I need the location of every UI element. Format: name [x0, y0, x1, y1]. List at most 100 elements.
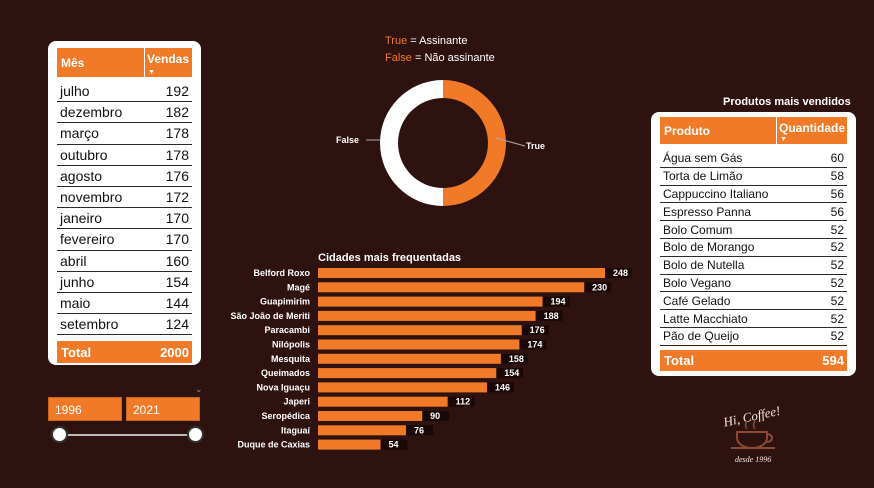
table-row[interactable]: dezembro 182	[57, 102, 192, 124]
product-cell: Latte Macchiato	[663, 311, 748, 326]
bar[interactable]	[318, 339, 520, 350]
cities-bar-chart: Belford Roxo 248 Magé 230 Guapimirim 194 São J…	[230, 268, 632, 450]
donut-label-true-leader	[495, 137, 526, 147]
products-table-total-row: Total 594	[660, 349, 847, 371]
donut-legend-false: False = Não assinante	[385, 52, 495, 64]
chevron-down-icon[interactable]: ⌄	[195, 384, 203, 394]
bar-value-label: 112	[456, 397, 471, 407]
bar[interactable]	[318, 268, 605, 278]
table-row[interactable]: Bolo Vegano 52	[660, 275, 847, 293]
legend-false-key: False	[385, 52, 412, 64]
products-table-header[interactable]: Produto Quantidade ▼	[660, 117, 847, 145]
donut-slice-false[interactable]	[379, 80, 443, 206]
table-row[interactable]: Bolo de Morango 52	[660, 239, 847, 257]
table-row[interactable]: julho 192	[57, 81, 192, 103]
sales-cell: 170	[165, 210, 189, 227]
bar[interactable]	[318, 396, 448, 407]
quantity-cell: 60	[830, 151, 844, 166]
bar[interactable]	[318, 353, 501, 364]
donut-slice-true[interactable]	[443, 80, 506, 206]
bar-category-label: Belford Roxo	[253, 268, 310, 278]
sales-cell: 182	[165, 104, 189, 121]
bar-category-label: Mesquita	[271, 354, 311, 364]
col-header-sales[interactable]: Vendas ▼	[144, 48, 192, 77]
month-cell: janeiro	[60, 210, 103, 227]
bar-category-label: Nilópolis	[272, 340, 310, 350]
col-header-sales-label: Vendas	[147, 52, 190, 66]
sales-cell: 178	[165, 146, 189, 163]
product-cell: Pão de Queijo	[663, 329, 740, 344]
col-header-month[interactable]: Mês	[61, 55, 85, 70]
products-table-title: Produtos mais vendidos	[723, 96, 851, 108]
bar[interactable]	[318, 439, 381, 450]
table-row[interactable]: Espresso Panna 56	[660, 203, 847, 222]
table-row[interactable]: outubro 178	[57, 145, 192, 166]
sales-cell: 154	[165, 273, 189, 290]
year-start-input[interactable]: 1996	[48, 397, 122, 421]
table-row[interactable]: Água sem Gás 60	[660, 150, 847, 168]
months-total-value: 2000	[160, 344, 189, 360]
table-row[interactable]: Pão de Queijo 52	[660, 328, 847, 346]
product-cell: Espresso Panna	[663, 204, 752, 219]
table-row[interactable]: setembro 124	[57, 314, 192, 336]
donut-label-false: False	[336, 135, 359, 145]
product-cell: Café Gelado	[663, 293, 731, 308]
bar-value-label: 76	[414, 425, 424, 435]
bar[interactable]	[318, 425, 406, 436]
sort-desc-icon[interactable]: ▼	[780, 136, 787, 143]
table-row[interactable]: maio 144	[57, 293, 192, 315]
table-row[interactable]: Bolo Comum 52	[660, 221, 847, 239]
product-cell: Bolo de Morango	[663, 240, 755, 255]
quantity-cell: 52	[830, 311, 844, 326]
table-row[interactable]: março 178	[57, 123, 192, 145]
bar-value-background	[543, 296, 570, 307]
bar[interactable]	[318, 368, 497, 379]
bar-category-label: Seropédica	[261, 411, 311, 421]
bar-value-label: 188	[544, 311, 559, 321]
col-header-quantity-label: Quantidade	[779, 121, 846, 135]
sales-cell: 178	[165, 125, 189, 142]
bar-category-label: Nova Iguaçu	[256, 382, 310, 392]
bar[interactable]	[318, 310, 536, 321]
table-row[interactable]: junho 154	[57, 272, 192, 293]
month-cell: maio	[60, 294, 91, 311]
months-table-header[interactable]: Mês Vendas ▼	[57, 48, 192, 78]
table-row[interactable]: Torta de Limão 58	[660, 168, 847, 186]
quantity-cell: 52	[830, 275, 844, 290]
products-table-card: Produto Quantidade ▼ Água sem Gás 60 Torta…	[651, 112, 856, 376]
year-slider-track[interactable]	[58, 434, 196, 436]
bar[interactable]	[318, 325, 522, 336]
month-cell: outubro	[60, 146, 108, 163]
months-total-label: Total	[61, 344, 92, 360]
products-total-label: Total	[664, 352, 695, 368]
year-end-input[interactable]: 2021	[126, 397, 200, 421]
bar-value-background	[497, 368, 524, 379]
legend-false-text: = Não assinante	[411, 52, 495, 64]
product-cell: Bolo Comum	[663, 222, 733, 237]
table-row[interactable]: abril 160	[57, 251, 192, 272]
product-cell: Torta de Limão	[663, 169, 743, 184]
table-row[interactable]: Bolo de Nutella 52	[660, 257, 847, 275]
table-row[interactable]: Latte Macchiato 52	[660, 310, 847, 328]
year-slider-end-handle[interactable]	[187, 426, 204, 443]
table-row[interactable]: novembro 172	[57, 187, 192, 209]
table-row[interactable]: fevereiro 170	[57, 229, 192, 251]
bar[interactable]	[318, 282, 585, 293]
bar[interactable]	[318, 382, 487, 393]
table-row[interactable]: Cappuccino Italiano 56	[660, 186, 847, 204]
year-slider-start-handle[interactable]	[51, 426, 68, 443]
table-row[interactable]: agosto 176	[57, 166, 192, 187]
col-header-quantity[interactable]: Quantidade ▼	[776, 117, 847, 144]
sales-cell: 124	[165, 316, 189, 333]
bar-category-label: Queimados	[261, 368, 310, 378]
col-header-product[interactable]: Produto	[664, 123, 710, 138]
bar[interactable]	[318, 411, 423, 421]
legend-true-text: = Assinante	[407, 35, 468, 47]
sales-cell: 192	[165, 83, 189, 100]
quantity-cell: 56	[830, 186, 844, 201]
bar[interactable]	[318, 296, 543, 307]
table-row[interactable]: Café Gelado 52	[660, 292, 847, 311]
table-row[interactable]: janeiro 170	[57, 208, 192, 230]
sort-desc-icon[interactable]: ▼	[148, 69, 155, 76]
month-cell: março	[60, 125, 99, 142]
